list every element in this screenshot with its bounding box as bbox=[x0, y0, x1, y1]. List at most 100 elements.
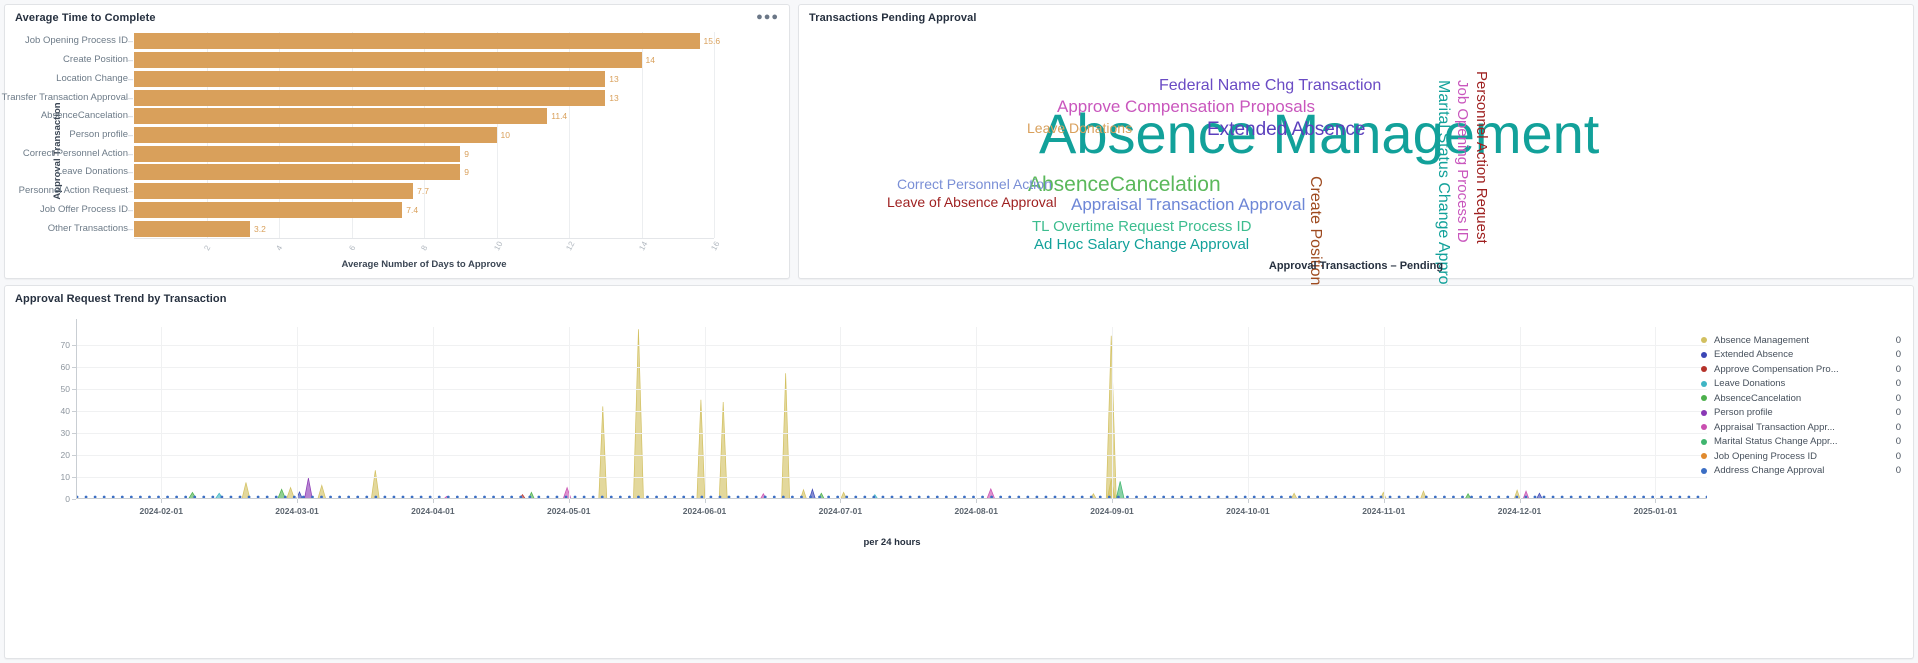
trend-baseline-marker bbox=[229, 495, 233, 499]
bar-rect[interactable] bbox=[134, 201, 403, 218]
bar-row[interactable]: Transfer Transaction Approval – 13 bbox=[2, 89, 619, 106]
trend-baseline-marker bbox=[963, 495, 966, 499]
transactions-pending-approval-panel: Transactions Pending Approval Absence Ma… bbox=[798, 4, 1914, 305]
bar-tick-mark: – bbox=[127, 73, 133, 84]
legend-series-name: AbsenceCancelation bbox=[1714, 392, 1802, 404]
legend-row[interactable]: Address Change Approval 0 bbox=[1701, 464, 1901, 479]
word-cloud-term[interactable]: Personnel Action Request bbox=[1473, 71, 1490, 244]
legend-row[interactable]: Extended Absence 0 bbox=[1701, 348, 1901, 363]
bar-value-label: 7.7 bbox=[417, 186, 429, 197]
legend-color-dot bbox=[1701, 351, 1707, 358]
trend-baseline-marker bbox=[193, 495, 197, 499]
trend-x-tick-label: 2024-06-01 bbox=[682, 506, 727, 516]
legend-color-dot bbox=[1701, 380, 1707, 387]
bar-row[interactable]: Job Offer Process ID – 7.4 bbox=[40, 201, 418, 218]
bar-rect[interactable] bbox=[134, 127, 497, 143]
word-cloud-term[interactable]: Leave of Absence Approval bbox=[887, 194, 1057, 210]
trend-baseline-marker bbox=[1696, 495, 1700, 499]
trend-baseline-marker bbox=[1071, 495, 1075, 499]
bar-row[interactable]: Person profile – 10 bbox=[69, 127, 510, 143]
trend-baseline-marker bbox=[573, 495, 577, 499]
trend-baseline-marker bbox=[1569, 495, 1573, 499]
trend-baseline-marker bbox=[492, 495, 495, 499]
trend-baseline-marker bbox=[745, 495, 749, 499]
bar-rect[interactable] bbox=[134, 164, 461, 181]
word-cloud-term[interactable]: AbsenceCancelation bbox=[1028, 173, 1221, 196]
word-cloud-term[interactable]: Federal Name Chg Transaction bbox=[1159, 77, 1382, 94]
trend-x-tick-mark bbox=[1112, 499, 1114, 503]
word-cloud-term[interactable]: Job Opening Process ID bbox=[1454, 80, 1471, 243]
trend-baseline-marker bbox=[836, 495, 840, 499]
legend-row[interactable]: Person profile 0 bbox=[1701, 406, 1901, 421]
legend-color-dot bbox=[1701, 337, 1707, 344]
trend-baseline-marker bbox=[972, 495, 975, 499]
panel-title-cloud: Transactions Pending Approval bbox=[809, 12, 977, 24]
trend-baseline-marker bbox=[718, 495, 722, 499]
trend-baseline-marker bbox=[311, 495, 314, 499]
trend-baseline-marker bbox=[1198, 495, 1202, 499]
legend-row[interactable]: Marital Status Change Appr... 0 bbox=[1701, 435, 1901, 450]
trend-baseline-marker bbox=[1352, 495, 1356, 499]
bar-rect[interactable] bbox=[134, 33, 700, 50]
legend-row[interactable]: Approve Compensation Pro... 0 bbox=[1701, 362, 1901, 377]
trend-gridline-v bbox=[1519, 327, 1521, 499]
bar-rect[interactable] bbox=[134, 70, 606, 87]
bar-value-label: 9 bbox=[464, 167, 469, 178]
trend-baseline-marker bbox=[474, 495, 477, 499]
trend-baseline-marker bbox=[220, 495, 224, 499]
word-cloud-term[interactable]: Ad Hoc Salary Change Approval bbox=[1034, 236, 1250, 253]
trend-baseline-marker bbox=[175, 495, 179, 499]
trend-gridline-h bbox=[77, 476, 1707, 478]
legend-row[interactable]: Appraisal Transaction Appr... 0 bbox=[1701, 420, 1901, 435]
trend-baseline-marker bbox=[102, 495, 106, 499]
legend-row[interactable]: AbsenceCancelation 0 bbox=[1701, 391, 1901, 406]
bar-row[interactable]: Location Change – 13 bbox=[56, 70, 619, 87]
trend-baseline-marker bbox=[157, 495, 160, 499]
legend-row[interactable]: Job Opening Process ID 0 bbox=[1701, 449, 1901, 464]
trend-gridline-h bbox=[77, 454, 1707, 456]
legend-row[interactable]: Absence Management 0 bbox=[1701, 333, 1901, 348]
trend-baseline-marker bbox=[1098, 495, 1102, 499]
trend-baseline-marker bbox=[999, 495, 1003, 499]
legend-series-value: 0 bbox=[1895, 450, 1901, 462]
bar-rect[interactable] bbox=[134, 108, 548, 125]
bar-rect[interactable] bbox=[134, 220, 250, 237]
legend-series-name: Leave Donations bbox=[1714, 378, 1786, 390]
bar-rect[interactable] bbox=[134, 52, 642, 69]
trend-x-tick-label: 2025-01-01 bbox=[1633, 506, 1678, 516]
bar-tick-mark: – bbox=[127, 167, 133, 178]
word-cloud-term[interactable]: Leave Donations bbox=[1027, 120, 1133, 136]
bar-row[interactable]: Job Opening Process ID – 15.6 bbox=[25, 33, 720, 50]
trend-spike bbox=[1115, 481, 1125, 499]
trend-y-tick-mark bbox=[72, 476, 76, 478]
bar-x-tick-label: 14 bbox=[636, 239, 649, 253]
bar-x-tick-label: 10 bbox=[491, 239, 504, 253]
bar-x-axis-label: Average Number of Days to Approve bbox=[341, 259, 507, 270]
bar-row[interactable]: AbsenceCancelation – 11.4 bbox=[41, 108, 567, 125]
word-cloud-term[interactable]: Appraisal Transaction Approval bbox=[1071, 195, 1306, 214]
bar-row[interactable]: Create Position – 14 bbox=[63, 52, 655, 69]
bar-rect[interactable] bbox=[134, 183, 414, 200]
bar-rect[interactable] bbox=[134, 89, 606, 106]
trend-baseline-marker bbox=[1406, 495, 1410, 499]
legend-row[interactable]: Leave Donations 0 bbox=[1701, 377, 1901, 392]
trend-baseline-marker bbox=[1497, 495, 1501, 499]
trend-baseline-marker bbox=[763, 495, 767, 499]
bar-category-label: Personnel Action Request bbox=[18, 185, 128, 197]
bar-row[interactable]: Correct Personnel Action – 9 bbox=[23, 145, 469, 162]
word-cloud-term[interactable]: Correct Personnel Action bbox=[897, 176, 1052, 192]
bar-row[interactable]: Leave Donations – 9 bbox=[57, 164, 469, 181]
trend-gridline-v bbox=[1112, 327, 1114, 499]
trend-baseline-marker bbox=[428, 495, 432, 499]
trend-gridline-v bbox=[1655, 327, 1657, 499]
trend-spike bbox=[840, 491, 848, 499]
bar-row[interactable]: Other Transactions – 3.2 bbox=[48, 220, 266, 237]
word-cloud-term[interactable]: Absence Management bbox=[1039, 102, 1600, 165]
word-cloud-term[interactable]: Extended Absence bbox=[1207, 119, 1366, 140]
bar-rect[interactable] bbox=[134, 145, 461, 162]
bar-category-label: Job Opening Process ID bbox=[25, 35, 128, 47]
word-cloud-term[interactable]: TL Overtime Request Process ID bbox=[1032, 218, 1252, 235]
word-cloud-term[interactable]: Approve Compensation Proposals bbox=[1057, 97, 1315, 116]
bar-row[interactable]: Personnel Action Request – 7.7 bbox=[19, 183, 429, 200]
kebab-menu-icon[interactable]: ●●● bbox=[756, 11, 779, 23]
